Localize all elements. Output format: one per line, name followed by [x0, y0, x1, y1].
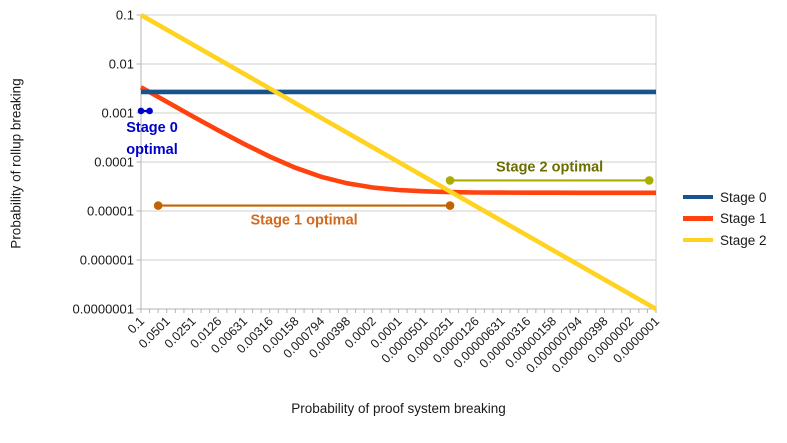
- y-tick-label: 0.0000001: [73, 302, 134, 317]
- legend-swatch-stage-1: [683, 216, 713, 221]
- legend-label: Stage 1: [720, 211, 767, 226]
- legend-item-stage-2: Stage 2: [683, 232, 767, 248]
- gridlines: 0.1 0.01 0.001 0.0001 0.00001 0.000001 0.00000…: [73, 8, 657, 317]
- y-tick-label: 0.01: [109, 57, 134, 72]
- range-dot: [146, 107, 153, 115]
- y-tick-label: 0.00001: [87, 204, 134, 219]
- range-dot: [445, 201, 455, 210]
- range-dot: [137, 107, 145, 115]
- annotation-stage-2-optimal: Stage 2 optimal: [445, 159, 654, 185]
- annotation-label: Stage 0: [126, 120, 178, 136]
- y-tick-label: 0.0001: [94, 155, 134, 170]
- range-dot: [153, 201, 163, 210]
- y-tick-label: 0.001: [101, 106, 134, 121]
- legend-item-stage-0: Stage 0: [683, 189, 767, 205]
- annotation-label: Stage 2 optimal: [496, 159, 603, 175]
- series-line-stage-2: [139, 13, 658, 311]
- legend-label: Stage 0: [720, 189, 767, 205]
- legend-swatch-stage-2: [683, 237, 713, 243]
- legend: Stage 0 Stage 1 Stage 2: [683, 190, 767, 255]
- range-dot: [445, 176, 455, 185]
- annotation-stage-0-optimal: Stage 0 optimal: [126, 107, 178, 158]
- annotation-label: optimal: [126, 142, 178, 158]
- x-tick-labels: 0.10.05010.02510.01260.006310.003160.001…: [125, 314, 662, 376]
- y-tick-label: 0.000001: [80, 253, 134, 268]
- annotation-label: Stage 1 optimal: [251, 213, 358, 229]
- y-tick-label: 0.1: [116, 8, 134, 23]
- legend-item-stage-1: Stage 1: [683, 211, 767, 226]
- legend-swatch-stage-0: [683, 194, 713, 200]
- legend-label: Stage 2: [720, 232, 767, 248]
- range-dot: [644, 176, 654, 185]
- y-axis-title: Probability of rollup breaking: [8, 78, 24, 249]
- annotation-stage-1-optimal: Stage 1 optimal: [153, 201, 455, 229]
- series-line-stage-1: [139, 85, 656, 196]
- x-axis-title: Probability of proof system breaking: [291, 401, 506, 416]
